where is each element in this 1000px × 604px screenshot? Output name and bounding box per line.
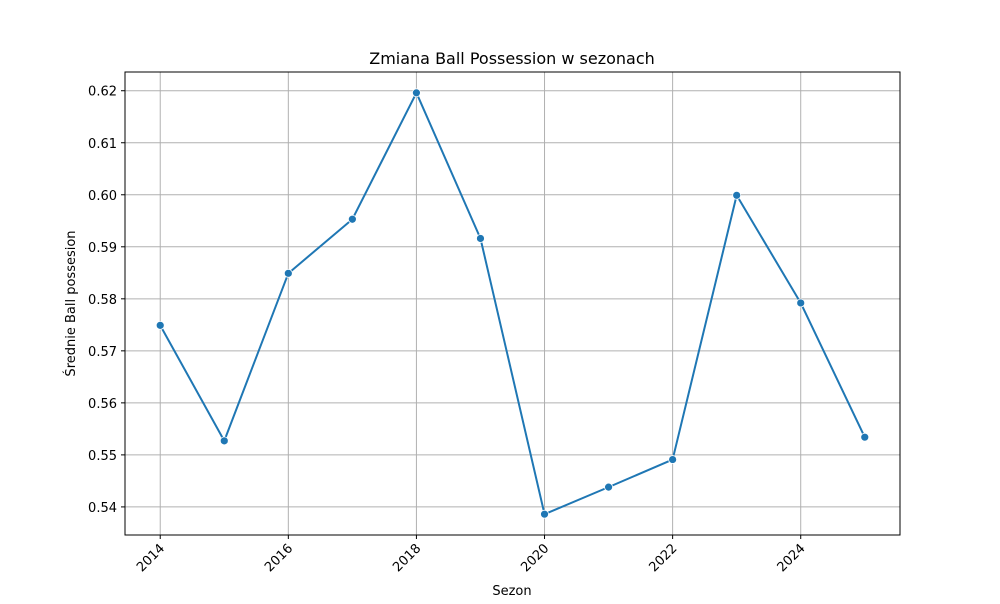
x-tick-label: 2018 [390,541,424,575]
y-axis-label: Średnie Ball possesion [63,230,79,376]
data-point [604,482,613,492]
data-point [347,214,357,224]
y-tick-label: 0.57 [88,345,117,360]
data-point [860,432,870,442]
x-tick-label: 2020 [518,541,552,575]
x-tick-label: 2014 [134,541,168,575]
data-point [412,88,421,98]
data-point [155,320,165,330]
x-axis-label: Sezon [492,584,531,599]
data-point [540,509,549,519]
y-tick-label: 0.58 [88,293,117,308]
data-point [283,268,293,278]
data-point [476,234,485,243]
y-tick-label: 0.56 [88,397,117,412]
chart-title: Zmiana Ball Possession w sezonach [369,49,655,68]
y-tick-label: 0.54 [88,501,117,516]
y-tick-label: 0.55 [88,449,117,464]
y-tick-label: 0.61 [88,137,117,152]
series-line [159,91,866,516]
data-point [732,190,742,200]
x-tick-label: 2016 [262,541,296,575]
y-tick-label: 0.59 [88,241,117,256]
x-tick-label: 2022 [646,541,680,575]
y-tick-label: 0.62 [88,85,117,100]
data-point [796,298,806,308]
plot-frame [124,71,901,536]
grid-lines [125,72,900,535]
data-point [219,436,229,446]
data-point [668,455,678,464]
data-series [155,88,870,519]
axis-ticks: 2014 2016 2018 2020 2022 2024 0.54 0.55 0.56 0.57… [88,85,809,576]
y-tick-label: 0.60 [88,189,117,204]
x-tick-label: 2024 [775,541,809,575]
